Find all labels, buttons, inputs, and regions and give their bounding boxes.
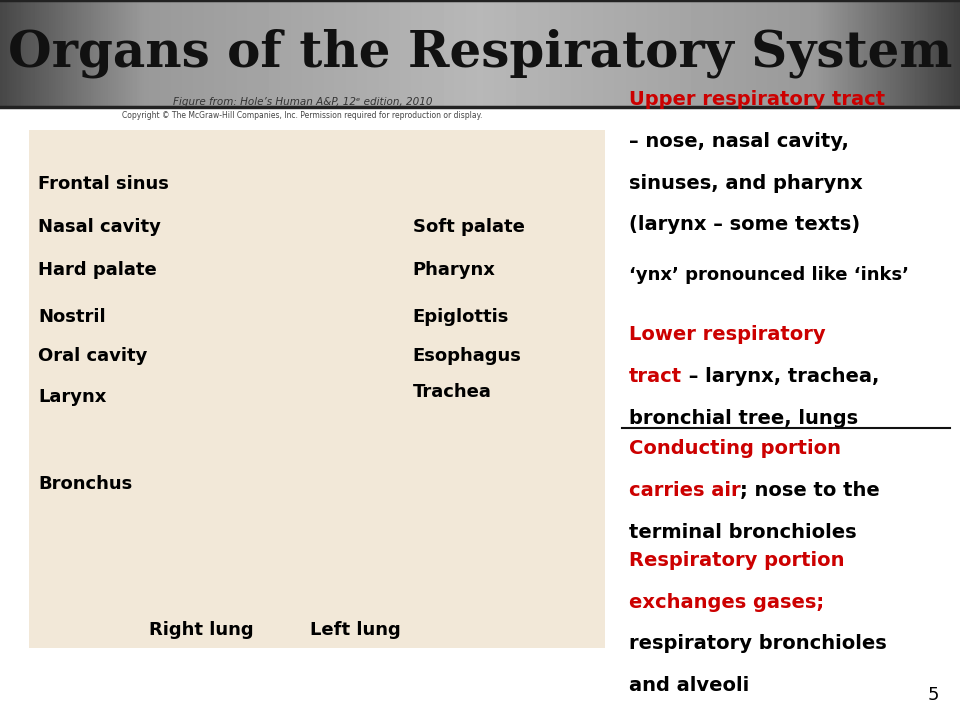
Text: Conducting portion: Conducting portion — [629, 439, 841, 458]
Text: Right lung: Right lung — [150, 621, 253, 639]
Text: Frontal sinus: Frontal sinus — [38, 175, 169, 192]
Text: sinuses, and pharynx: sinuses, and pharynx — [629, 174, 862, 192]
Text: Lower respiratory: Lower respiratory — [629, 325, 826, 344]
Text: Larynx: Larynx — [38, 389, 107, 406]
Text: Hard palate: Hard palate — [38, 261, 157, 279]
Text: Nasal cavity: Nasal cavity — [38, 217, 161, 235]
Text: ‘ynx’ pronounced like ‘inks’: ‘ynx’ pronounced like ‘inks’ — [629, 266, 909, 284]
Text: – larynx, trachea,: – larynx, trachea, — [682, 367, 879, 386]
Text: bronchial tree, lungs: bronchial tree, lungs — [629, 409, 858, 428]
Text: Organs of the Respiratory System: Organs of the Respiratory System — [8, 29, 952, 78]
Text: respiratory bronchioles: respiratory bronchioles — [629, 634, 886, 653]
Text: Trachea: Trachea — [413, 383, 492, 401]
Text: Esophagus: Esophagus — [413, 347, 521, 365]
Text: carries air: carries air — [629, 481, 740, 500]
Text: 5: 5 — [927, 686, 939, 704]
Text: tract: tract — [629, 367, 682, 386]
Text: ; nose to the: ; nose to the — [740, 481, 880, 500]
Text: Upper respiratory tract: Upper respiratory tract — [629, 90, 885, 109]
Text: Oral cavity: Oral cavity — [38, 347, 148, 365]
Text: Copyright © The McGraw-Hill Companies, Inc. Permission required for reproduction: Copyright © The McGraw-Hill Companies, I… — [122, 111, 483, 120]
Text: and alveoli: and alveoli — [629, 676, 749, 695]
Text: Epiglottis: Epiglottis — [413, 307, 509, 325]
Text: Bronchus: Bronchus — [38, 475, 132, 492]
Text: Respiratory portion: Respiratory portion — [629, 551, 844, 570]
Text: exchanges gases;: exchanges gases; — [629, 593, 824, 611]
Text: Soft palate: Soft palate — [413, 217, 525, 235]
Text: Figure from: Hole’s Human A&P, 12ᵉ edition, 2010: Figure from: Hole’s Human A&P, 12ᵉ editi… — [173, 97, 432, 107]
Text: (larynx – some texts): (larynx – some texts) — [629, 215, 860, 234]
FancyBboxPatch shape — [29, 130, 605, 648]
Text: Nostril: Nostril — [38, 307, 106, 325]
Text: terminal bronchioles: terminal bronchioles — [629, 523, 856, 541]
Text: Pharynx: Pharynx — [413, 261, 495, 279]
Text: Left lung: Left lung — [310, 621, 400, 639]
Text: – nose, nasal cavity,: – nose, nasal cavity, — [629, 132, 849, 150]
